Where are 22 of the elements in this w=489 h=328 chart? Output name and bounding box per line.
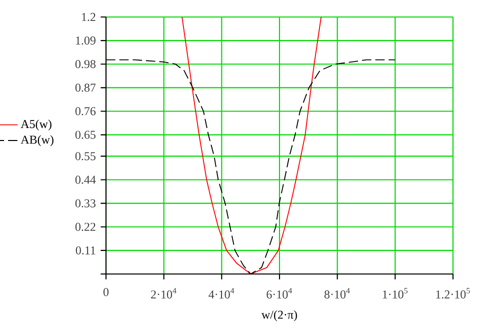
- legend-label: AB(w): [20, 135, 54, 146]
- x-tick-label: 6·10$^{4}$: [266, 288, 292, 299]
- y-tick-label: 0.44: [75, 176, 96, 184]
- y-tick-label: 0.76: [75, 107, 96, 116]
- y-tick-label: 0.98: [75, 60, 96, 68]
- legend-label: A5(w): [20, 120, 52, 131]
- x-axis-title: w/(2·π): [262, 310, 297, 322]
- x-tick-label: 4·10$^{4}$: [208, 288, 234, 299]
- line-series: [182, 16, 322, 274]
- y-tick-label: 1.09: [76, 36, 96, 45]
- y-tick-label: 0.33: [75, 199, 96, 208]
- y-tick-label: 0.11: [76, 246, 96, 254]
- x-tick-label: 1.2·10$^{5}$: [436, 288, 470, 299]
- x-tick-label: 1·10$^{5}$: [382, 288, 408, 298]
- x-tick-label: 8·10$^{4}$: [324, 288, 350, 299]
- y-tick-label: 0.65: [75, 130, 96, 139]
- y-tick-label: 1.2: [82, 12, 96, 22]
- x-tick-label: 0: [103, 288, 109, 296]
- x-tick-label: 2·10$^{4}$: [151, 288, 176, 299]
- y-tick-label: 0.87: [75, 84, 96, 92]
- y-tick-label: 0.55: [75, 152, 96, 160]
- y-tick-label: 0.22: [75, 222, 96, 231]
